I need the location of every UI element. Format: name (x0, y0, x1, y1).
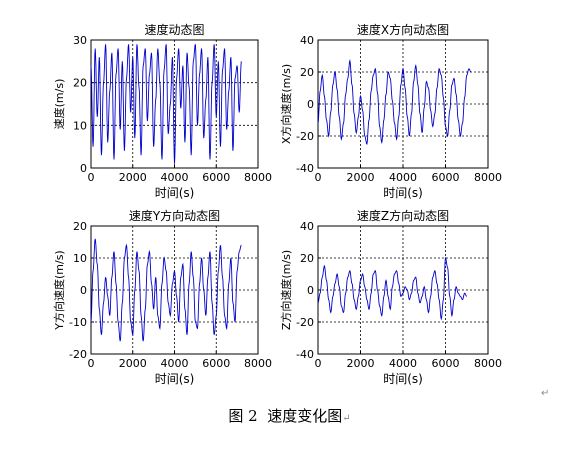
caption-paragraph-mark: ↵ (342, 413, 351, 424)
y-tick-label: 20 (300, 252, 314, 265)
y-tick-label: 20 (300, 66, 314, 79)
figure-caption: 图 2 速度变化图↵ (0, 405, 579, 426)
chart-title: 速度X方向动态图 (357, 22, 449, 37)
y-tick-label: 0 (80, 284, 87, 297)
x-tick-label: 2000 (119, 357, 147, 370)
y-tick-label: -20 (296, 130, 314, 143)
y-tick-label: 10 (73, 252, 87, 265)
x-tick-label: 2000 (347, 357, 375, 370)
figure-title: 速度变化图 (267, 407, 343, 425)
chart-2: 0 2000 4000 6000 8000 -40 -20 0 20 40 速度X方向动态图时间(s… (279, 22, 502, 200)
y-tick-label: 0 (307, 284, 314, 297)
x-tick-label: 4000 (389, 357, 417, 370)
series-line-1 (90, 238, 242, 342)
x-tick-label: 2000 (347, 171, 375, 184)
x-tick-label: 0 (315, 171, 322, 184)
x-axis-label: 时间(s) (155, 186, 195, 200)
y-tick-label: 0 (307, 98, 314, 111)
y-tick-label: 40 (300, 34, 314, 47)
x-tick-label: 4000 (389, 171, 417, 184)
y-tick-label: 20 (73, 220, 87, 233)
x-axis-label: 时间(s) (155, 372, 195, 386)
y-tick-label: -20 (296, 316, 314, 329)
y-tick-label: -40 (296, 348, 314, 361)
x-tick-label: 6000 (432, 171, 460, 184)
x-tick-label: 8000 (474, 171, 502, 184)
x-tick-label: 6000 (202, 171, 230, 184)
y-tick-label: 40 (300, 220, 314, 233)
x-tick-label: 0 (315, 357, 322, 370)
x-axis-label: 时间(s) (383, 186, 423, 200)
chart-3: 0 2000 4000 6000 8000 -20 -10 0 10 20 速度Y方向动态图时间(s… (52, 208, 272, 386)
y-axis-label: Y方向速度(m/s) (52, 250, 66, 330)
y-axis-label: X方向速度(m/s) (279, 64, 293, 144)
y-tick-label: -40 (296, 162, 314, 175)
chart-title: 速度动态图 (144, 22, 204, 37)
x-tick-label: 2000 (119, 171, 147, 184)
x-tick-label: 8000 (244, 357, 272, 370)
chart-title: 速度Z方向动态图 (357, 208, 449, 223)
series-line-1 (317, 256, 468, 321)
x-axis-label: 时间(s) (383, 372, 423, 386)
x-tick-label: 8000 (474, 357, 502, 370)
y-tick-label: 0 (80, 162, 87, 175)
x-tick-label: 0 (88, 357, 95, 370)
x-tick-label: 6000 (202, 357, 230, 370)
x-tick-label: 8000 (244, 171, 272, 184)
y-axis-label: Z方向速度(m/s) (279, 250, 293, 330)
paragraph-mark: ↵ (541, 388, 550, 399)
series-line-1 (317, 59, 472, 146)
x-tick-label: 0 (88, 171, 95, 184)
chart-4: 0 2000 4000 6000 8000 -40 -20 0 20 40 速度Z方向动态图时间(s… (279, 208, 502, 386)
y-tick-label: 10 (73, 119, 87, 132)
y-axis-label: 速度(m/s) (52, 79, 66, 130)
y-tick-label: 20 (73, 77, 87, 90)
y-tick-label: -10 (69, 316, 87, 329)
chart-title: 速度Y方向动态图 (129, 208, 220, 223)
x-tick-label: 4000 (161, 357, 189, 370)
series-line-1 (90, 44, 242, 164)
x-tick-label: 6000 (432, 357, 460, 370)
y-tick-label: 30 (73, 34, 87, 47)
y-tick-label: -20 (69, 348, 87, 361)
x-tick-label: 4000 (161, 171, 189, 184)
figure-number: 图 2 (228, 407, 258, 425)
